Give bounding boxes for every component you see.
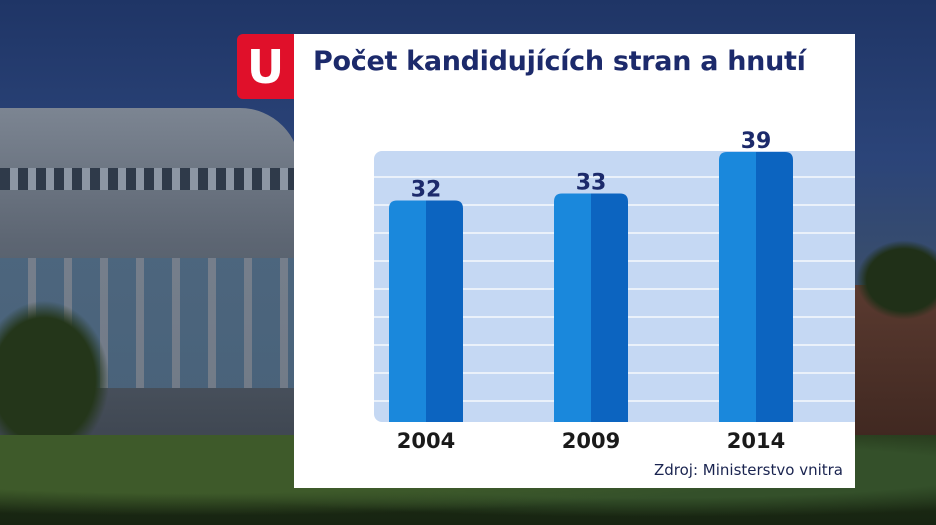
channel-logo: U	[237, 34, 294, 99]
value-label: 32	[411, 177, 442, 202]
logo-letter: U	[246, 39, 285, 94]
chart-panel: Počet kandidujících stran a hnutí 32 2004…	[294, 34, 855, 488]
value-label: 39	[741, 129, 772, 154]
bar-light-half	[554, 193, 591, 422]
bar-dark-half	[591, 193, 628, 422]
value-label: 33	[576, 171, 607, 196]
bar-2004	[389, 200, 463, 422]
bar-dark-half	[756, 152, 793, 422]
source-note: Zdroj: Ministerstvo vnitra	[654, 461, 843, 479]
tree-silhouette	[0, 300, 110, 460]
bar-2009	[554, 193, 628, 422]
bar-light-half	[719, 152, 756, 422]
chart-title: Počet kandidujících stran a hnutí	[313, 46, 806, 77]
tree-silhouette	[856, 240, 936, 320]
category-label: 2004	[397, 429, 455, 453]
category-label: 2009	[562, 429, 620, 453]
bar-2014	[719, 152, 793, 422]
bar-chart: 32 2004 33 2009 39 2014	[374, 129, 855, 453]
category-label: 2014	[727, 429, 785, 453]
bar-dark-half	[426, 200, 463, 422]
bar-light-half	[389, 200, 426, 422]
